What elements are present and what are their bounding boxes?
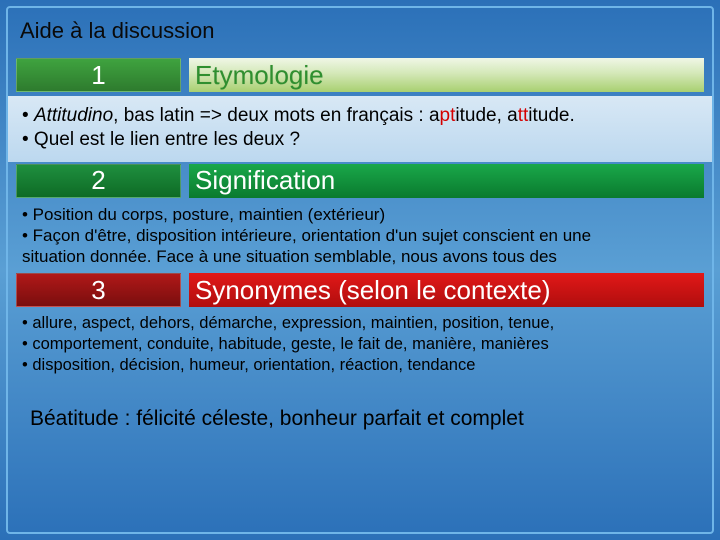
section-1-heading: Etymologie <box>189 58 704 92</box>
body1-mid1: , bas latin => deux mots en français : a <box>113 105 439 126</box>
section-2-number: 2 <box>16 164 181 198</box>
body1-word: Attitudino <box>34 105 113 126</box>
section-3-heading: Synonymes (selon le contexte) <box>189 273 704 307</box>
body3-l1: • allure, aspect, dehors, démarche, expr… <box>22 313 698 334</box>
body2-l3: situation donnée. Face à une situation s… <box>22 246 698 267</box>
body1-line2: • Quel est le lien entre les deux ? <box>22 128 698 152</box>
section-2-heading: Signification <box>189 164 704 198</box>
section-2-header: 2 Signification <box>16 164 704 198</box>
section-3-body: • allure, aspect, dehors, démarche, expr… <box>8 307 712 381</box>
bullet: • <box>22 105 34 126</box>
section-1-body: • Attitudino, bas latin => deux mots en … <box>8 96 712 162</box>
section-2-body: • Position du corps, posture, maintien (… <box>8 198 712 274</box>
body1-pt: pt <box>440 105 456 126</box>
page-title: Aide à la discussion <box>8 16 712 58</box>
body1-tt: tt <box>518 105 529 126</box>
section-1-number: 1 <box>16 58 181 92</box>
body3-l2: • comportement, conduite, habitude, gest… <box>22 334 698 355</box>
body1-mid2: itude, a <box>455 105 517 126</box>
body2-l1: • Position du corps, posture, maintien (… <box>22 204 698 225</box>
body2-l2: • Façon d'être, disposition intérieure, … <box>22 225 698 246</box>
body1-mid3: itude. <box>528 105 574 126</box>
slide-frame: Aide à la discussion 1 Etymologie • Atti… <box>6 6 714 534</box>
section-3-number: 3 <box>16 273 181 307</box>
section-3-header: 3 Synonymes (selon le contexte) <box>16 273 704 307</box>
footer-text: Béatitude : félicité céleste, bonheur pa… <box>8 381 712 431</box>
section-1-header: 1 Etymologie <box>16 58 704 92</box>
body1-line1: • Attitudino, bas latin => deux mots en … <box>22 104 698 128</box>
body3-l3: • disposition, décision, humeur, orienta… <box>22 355 698 376</box>
